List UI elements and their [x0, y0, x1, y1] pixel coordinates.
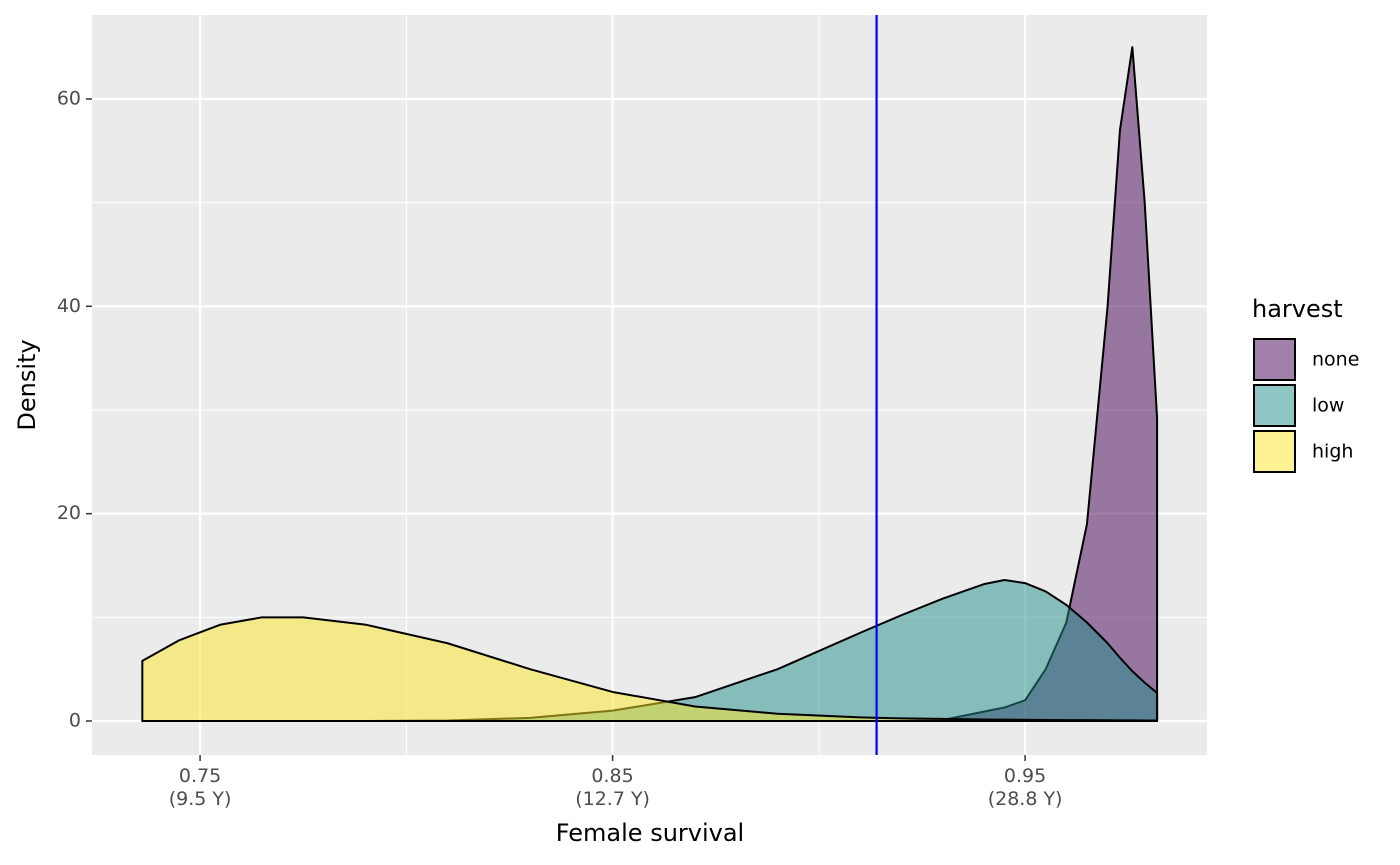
x-tick-label: 0.95 (28.8 Y): [987, 765, 1063, 810]
y-tick-label: 60: [57, 87, 81, 109]
x-tick-label: 0.85 (12.7 Y): [575, 765, 650, 810]
y-tick-label: 40: [57, 295, 81, 317]
density-area: [141, 616, 1159, 722]
x-tick-label: 0.75 (9.5 Y): [168, 765, 232, 810]
legend-label: low: [1312, 395, 1344, 417]
legend-label: none: [1312, 349, 1359, 371]
x-axis-title: Female survival: [556, 819, 744, 847]
y-axis-title: Density: [13, 339, 41, 430]
legend-key: [1253, 338, 1296, 381]
legend-key: [1253, 384, 1296, 427]
y-tick-label: 0: [69, 709, 81, 731]
legend-label: high: [1312, 441, 1353, 463]
legend-title: harvest: [1252, 295, 1343, 323]
y-tick-label: 20: [57, 502, 81, 524]
legend-key: [1253, 430, 1296, 473]
